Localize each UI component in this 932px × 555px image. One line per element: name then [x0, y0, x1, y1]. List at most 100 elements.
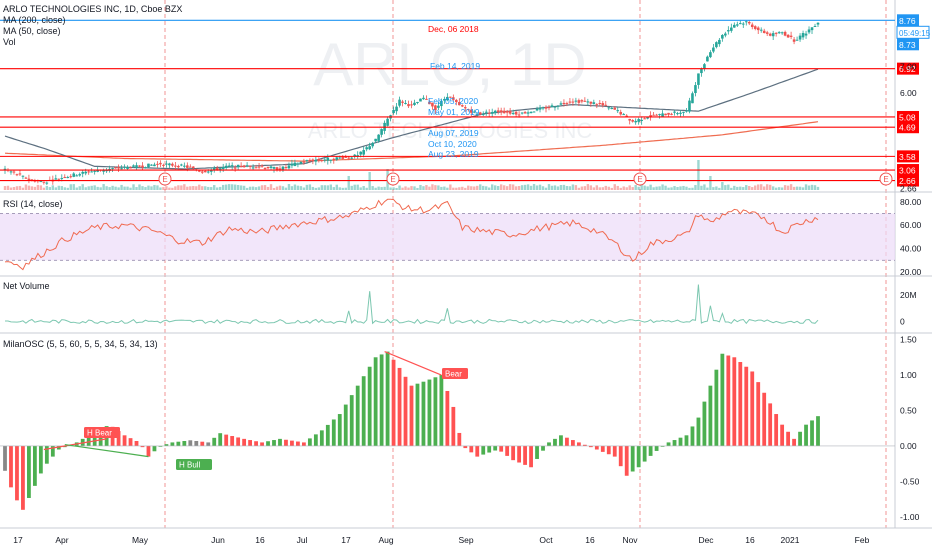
candle-body[interactable]	[547, 107, 551, 109]
candle-body[interactable]	[765, 32, 769, 34]
candle-body[interactable]	[733, 24, 736, 28]
candle-body[interactable]	[464, 107, 467, 109]
candle-body[interactable]	[239, 165, 243, 168]
candle-body[interactable]	[153, 164, 156, 167]
candle-body[interactable]	[275, 167, 279, 170]
candle-body[interactable]	[700, 69, 703, 74]
candle-body[interactable]	[487, 112, 491, 114]
candle-body[interactable]	[475, 113, 479, 115]
h-bull-tag[interactable]	[176, 459, 212, 470]
candle-body[interactable]	[227, 165, 231, 167]
candle-body[interactable]	[798, 35, 802, 40]
candle-body[interactable]	[694, 85, 697, 94]
candle-body[interactable]	[795, 39, 799, 41]
oscillator-bar[interactable]	[457, 432, 462, 446]
candle-body[interactable]	[526, 112, 530, 114]
candle-body[interactable]	[254, 167, 258, 169]
oscillator-bar[interactable]	[128, 438, 133, 446]
candle-body[interactable]	[84, 171, 88, 174]
candle-body[interactable]	[21, 175, 25, 177]
candle-body[interactable]	[368, 146, 371, 150]
candle-body[interactable]	[230, 165, 234, 167]
candle-body[interactable]	[218, 168, 222, 171]
candle-body[interactable]	[750, 24, 754, 28]
candle-body[interactable]	[556, 105, 560, 107]
candle-body[interactable]	[592, 102, 596, 105]
candle-body[interactable]	[251, 167, 255, 169]
candle-body[interactable]	[42, 181, 46, 183]
candle-body[interactable]	[640, 119, 643, 121]
candle-body[interactable]	[359, 151, 362, 155]
candle-body[interactable]	[162, 164, 165, 166]
candle-body[interactable]	[541, 107, 545, 109]
candle-body[interactable]	[407, 104, 410, 107]
candle-body[interactable]	[338, 157, 342, 159]
candle-body[interactable]	[215, 167, 219, 170]
candle-body[interactable]	[341, 156, 345, 159]
oscillator-bar[interactable]	[762, 392, 767, 446]
net-volume-line[interactable]	[5, 284, 819, 325]
candle-body[interactable]	[224, 165, 228, 168]
candle-body[interactable]	[203, 171, 207, 173]
candle-body[interactable]	[789, 35, 793, 37]
rsi-line[interactable]	[4, 198, 819, 271]
candle-body[interactable]	[197, 170, 201, 172]
candle-body[interactable]	[287, 165, 291, 169]
candle-body[interactable]	[174, 165, 177, 167]
oscillator-bar[interactable]	[678, 437, 683, 446]
candle-body[interactable]	[266, 166, 270, 169]
candle-body[interactable]	[123, 166, 126, 168]
candle-body[interactable]	[685, 110, 688, 112]
candle-body[interactable]	[12, 171, 16, 173]
candle-body[interactable]	[380, 129, 383, 135]
oscillator-bar[interactable]	[164, 444, 169, 446]
candle-body[interactable]	[634, 120, 637, 123]
candle-body[interactable]	[171, 163, 174, 166]
oscillator-bar[interactable]	[487, 445, 492, 453]
oscillator-bar[interactable]	[780, 424, 785, 446]
candle-body[interactable]	[499, 110, 503, 113]
candle-body[interactable]	[747, 21, 751, 24]
oscillator-bar[interactable]	[582, 444, 587, 446]
oscillator-bar[interactable]	[594, 445, 599, 450]
candle-body[interactable]	[135, 165, 138, 168]
candle-body[interactable]	[189, 166, 192, 168]
candle-body[interactable]	[329, 159, 333, 161]
candle-body[interactable]	[320, 159, 324, 161]
candle-body[interactable]	[111, 168, 114, 170]
candle-body[interactable]	[9, 171, 13, 173]
oscillator-bar[interactable]	[266, 441, 270, 446]
candle-body[interactable]	[269, 166, 273, 168]
net-volume-legend[interactable]: Net Volume	[3, 281, 50, 291]
oscillator-bar[interactable]	[630, 445, 635, 472]
oscillator-bar[interactable]	[642, 445, 647, 462]
candle-body[interactable]	[679, 112, 682, 114]
oscillator-bar[interactable]	[535, 445, 539, 459]
candle-body[interactable]	[350, 157, 354, 159]
candle-body[interactable]	[126, 166, 129, 169]
oscillator-bar[interactable]	[355, 385, 360, 446]
candle-body[interactable]	[425, 98, 428, 100]
candle-body[interactable]	[631, 120, 634, 122]
ma50-legend[interactable]: MA (50, close)	[3, 26, 61, 36]
oscillator-bar[interactable]	[624, 445, 629, 476]
candle-body[interactable]	[90, 171, 93, 173]
candle-body[interactable]	[278, 168, 282, 171]
oscillator-bar[interactable]	[319, 430, 324, 446]
candle-body[interactable]	[735, 24, 739, 26]
candle-body[interactable]	[577, 100, 581, 103]
candle-body[interactable]	[807, 29, 811, 33]
candle-body[interactable]	[514, 111, 518, 115]
candle-body[interactable]	[505, 111, 509, 113]
oscillator-bar[interactable]	[810, 420, 814, 446]
oscillator-bar[interactable]	[21, 445, 25, 510]
oscillator-bar[interactable]	[636, 445, 641, 468]
candle-body[interactable]	[565, 103, 569, 105]
candle-body[interactable]	[481, 113, 485, 115]
oscillator-bar[interactable]	[648, 445, 653, 456]
candle-body[interactable]	[416, 101, 419, 103]
candle-body[interactable]	[209, 169, 213, 172]
candle-body[interactable]	[730, 27, 733, 31]
candle-body[interactable]	[413, 102, 416, 105]
oscillator-bar[interactable]	[660, 445, 665, 447]
